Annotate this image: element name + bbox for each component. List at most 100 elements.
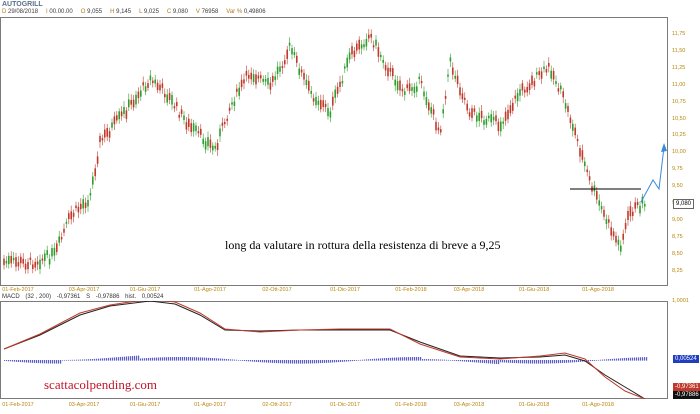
price-x-tick: 01-Giu-2017: [129, 287, 161, 293]
macd-histogram-bar: [238, 359, 240, 361]
candle-body: [430, 107, 432, 114]
candle-body: [550, 70, 552, 79]
macd-histogram-bar: [540, 360, 542, 364]
candle-body: [300, 69, 303, 73]
candle-body: [252, 74, 255, 83]
macd-histogram-bar: [62, 359, 64, 361]
macd-histogram-bar: [440, 359, 442, 361]
macd-histogram-bar: [66, 359, 68, 361]
candle-body: [147, 83, 149, 88]
candle-body: [418, 76, 420, 79]
price-y-tick: 11,50: [672, 47, 686, 54]
macd-histogram-bar: [580, 360, 582, 362]
ohlc-value: 29/08/2018: [8, 9, 39, 15]
ohlc-field: D 29/08/2018: [2, 9, 42, 15]
candle-body: [466, 103, 468, 111]
macd-histogram-bar: [122, 356, 124, 361]
candle-body: [473, 108, 476, 112]
macd-s-label: S: [86, 294, 91, 300]
candle-body: [108, 131, 111, 138]
macd-histogram-bar: [520, 360, 522, 364]
ohlc-field: L 9,025: [139, 9, 163, 15]
macd-histogram-bar: [550, 360, 552, 364]
macd-histogram-bar: [144, 358, 146, 361]
price-panel[interactable]: [0, 17, 668, 286]
candle-body: [500, 121, 502, 132]
macd-histogram-bar: [296, 360, 298, 364]
macd-histogram-bar: [282, 360, 284, 364]
macd-histogram-bar: [314, 360, 316, 364]
macd-histogram-bar: [344, 360, 346, 362]
macd-histogram-bar: [532, 360, 534, 364]
macd-histogram-bar: [316, 360, 318, 364]
candle-body: [192, 123, 195, 132]
macd-histogram-bar: [366, 359, 368, 361]
candle-body: [89, 192, 92, 196]
macd-histogram-bar: [258, 360, 260, 363]
macd-histogram-bar: [160, 357, 162, 361]
macd-chart-canvas[interactable]: [0, 301, 668, 399]
macd-histogram-bar: [646, 357, 648, 361]
macd-histogram-bar: [482, 360, 484, 363]
macd-histogram-bar: [202, 357, 204, 361]
candle-body: [425, 97, 428, 106]
macd-histogram-bar: [172, 357, 174, 361]
macd-histogram-bar: [568, 360, 570, 363]
macd-histogram-bar: [638, 357, 640, 361]
macd-histogram-bar: [248, 360, 250, 362]
macd-histogram-bar: [534, 360, 536, 364]
macd-histogram-bar: [416, 357, 418, 361]
candle-body: [303, 72, 305, 80]
candle-body: [214, 145, 216, 149]
candle-body: [320, 99, 322, 110]
candle-body: [68, 213, 70, 220]
candle-body: [389, 67, 392, 72]
macd-histogram-bar: [286, 360, 288, 364]
macd-histogram-bar: [74, 359, 76, 361]
macd-panel[interactable]: [0, 301, 668, 399]
candle-body: [471, 108, 473, 118]
macd-histogram-bar: [108, 357, 110, 361]
macd-histogram-bar: [570, 360, 572, 363]
macd-histogram-bar: [218, 358, 220, 361]
ohlc-field: I 00.00.00: [46, 9, 77, 15]
macd-histogram-bar: [32, 360, 34, 363]
macd-histogram-bar: [208, 357, 210, 361]
macd-histogram-bar: [510, 360, 512, 363]
macd-histogram-bar: [222, 358, 224, 361]
candle-body: [180, 109, 183, 115]
macd-histogram-bar: [276, 360, 278, 364]
candle-body: [224, 122, 226, 125]
candle-body: [528, 83, 531, 91]
ohlc-field: H 9,145: [110, 9, 135, 15]
candle-body: [449, 57, 452, 62]
candle-body: [512, 102, 514, 111]
candle-body: [286, 49, 288, 59]
macd-line: [3, 301, 646, 399]
candle-body: [243, 79, 245, 84]
candle-body: [96, 156, 99, 164]
macd-histogram-bar: [484, 360, 486, 364]
candle-body: [130, 100, 132, 105]
candle-body: [459, 87, 461, 96]
candle-body: [394, 79, 396, 86]
price-chart-canvas[interactable]: [0, 17, 668, 286]
candle-body: [492, 116, 495, 121]
macd-histogram-bar: [626, 357, 628, 361]
macd-histogram-bar: [236, 359, 238, 361]
macd-histogram-bar: [168, 357, 170, 361]
price-y-tick: 9,00: [672, 216, 683, 223]
candle-body: [10, 255, 12, 264]
macd-histogram-bar: [368, 359, 370, 361]
candle-body: [372, 45, 375, 48]
macd-histogram-bar: [330, 360, 332, 363]
macd-histogram-bar: [466, 360, 468, 362]
macd-histogram-bar: [68, 359, 70, 361]
macd-histogram-bar: [394, 357, 396, 361]
ohlc-value: 0,49806: [243, 9, 266, 15]
macd-histogram-bar: [632, 357, 634, 361]
candle-body: [188, 118, 190, 127]
macd-histogram-bar: [398, 357, 400, 361]
macd-histogram-bar: [348, 360, 350, 362]
macd-histogram-bar: [410, 357, 412, 361]
